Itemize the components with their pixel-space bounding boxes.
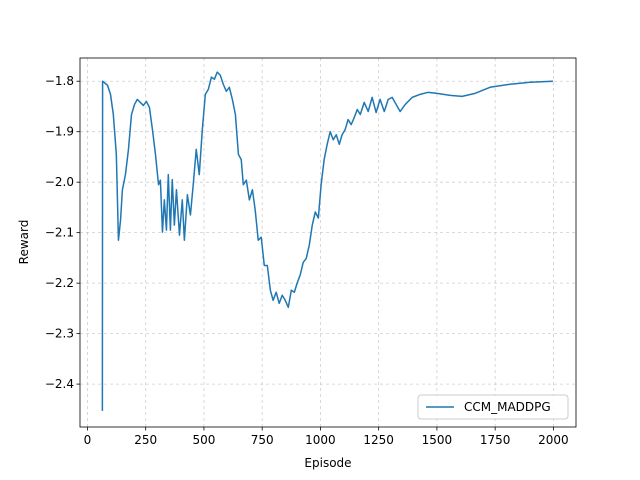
x-axis-label: Episode [304,456,351,470]
x-tick-label: 0 [84,433,92,447]
legend-box [417,394,569,420]
y-tick-label: −1.8 [45,74,74,88]
x-tick-label: 750 [251,433,274,447]
x-tick-label: 1750 [480,433,511,447]
data-line [101,71,553,411]
legend-label: CCM_MADDPG [464,400,551,414]
y-axis-label: Reward [17,220,31,265]
x-tick-label: 1250 [363,433,394,447]
y-tick-label: −2.1 [45,226,74,240]
y-tick-label: −2.4 [45,377,74,391]
x-tick-label: 1000 [305,433,336,447]
y-tick-label: −2.2 [45,276,74,290]
y-tick-label: −2.0 [45,175,74,189]
x-tick-label: 250 [134,433,157,447]
x-tick-label: 1500 [422,433,453,447]
plot-frame [79,57,577,428]
y-tick-label: −1.9 [45,125,74,139]
x-tick-label: 2000 [538,433,569,447]
x-tick-label: 500 [192,433,215,447]
y-tick-label: −2.3 [45,327,74,341]
